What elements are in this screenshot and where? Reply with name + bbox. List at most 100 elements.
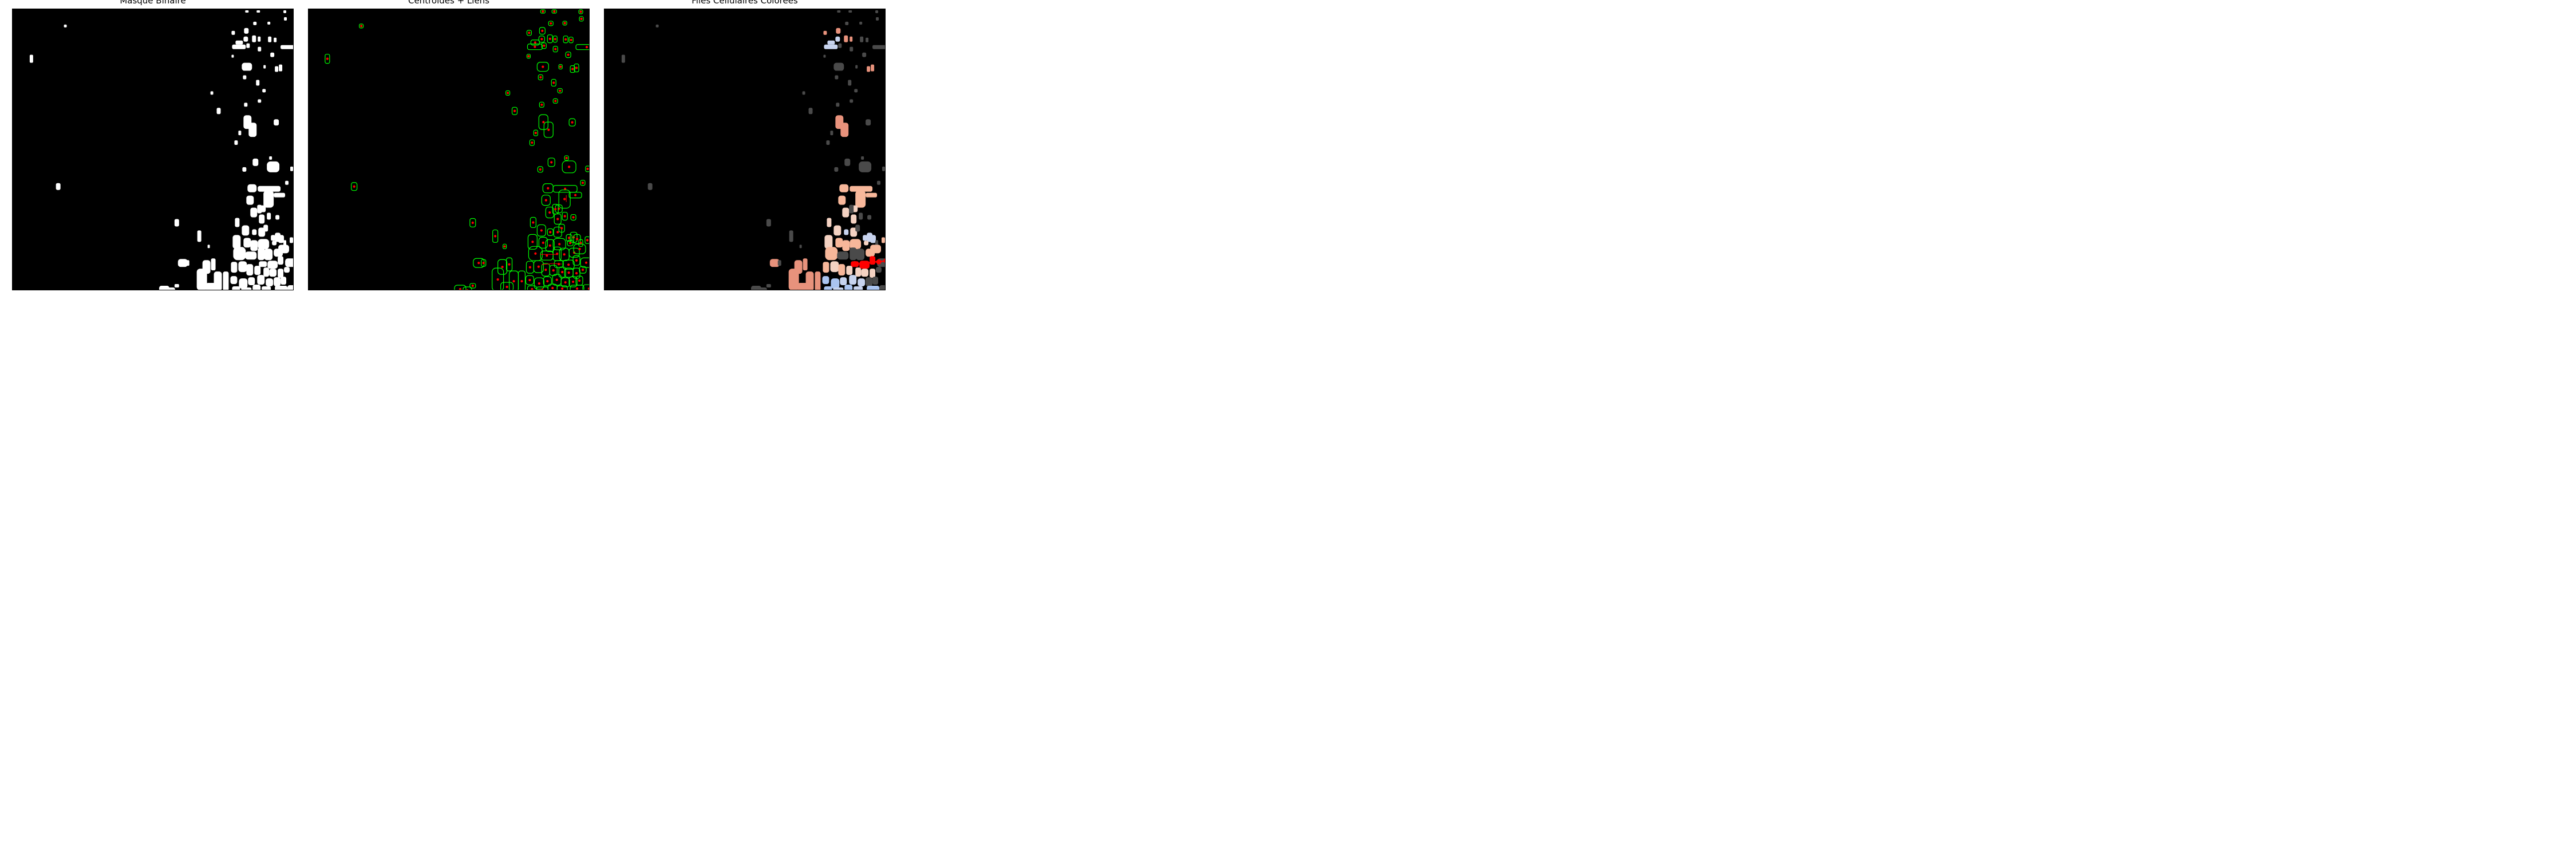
cell-centroid — [587, 287, 589, 290]
cell-centroid — [559, 89, 562, 92]
mask-cell — [287, 285, 293, 290]
cell-contour — [469, 218, 476, 228]
cell-contour — [517, 270, 526, 290]
cell-centroid — [567, 53, 570, 56]
cell-contour — [529, 139, 535, 146]
cell-contour — [500, 282, 514, 290]
file-cell — [797, 283, 809, 290]
mask-cell — [280, 45, 293, 49]
centroid-link — [552, 263, 562, 265]
unassigned-cell — [759, 287, 767, 290]
mask-cell — [231, 54, 234, 58]
cell-centroid — [568, 166, 571, 168]
cell-centroid — [501, 266, 504, 269]
cell-contour — [511, 107, 518, 115]
cell-centroid — [482, 262, 485, 265]
cell-contour — [570, 214, 576, 221]
file-node — [876, 259, 882, 265]
centroids-links-image — [308, 9, 590, 290]
unassigned-cell — [876, 267, 882, 273]
cell-centroid — [494, 235, 497, 238]
cell-centroid — [553, 10, 556, 13]
cell-contour — [547, 157, 555, 167]
cell-contour — [554, 213, 562, 225]
unassigned-cell — [872, 45, 885, 49]
unassigned-cell — [862, 52, 867, 57]
cell-centroid — [542, 241, 544, 244]
cell-centroid — [575, 272, 578, 275]
file-cell — [871, 64, 875, 72]
cell-contour — [538, 74, 543, 81]
cell-contour — [505, 90, 511, 96]
mask-cell — [290, 166, 293, 171]
cell-centroid — [548, 37, 551, 40]
mask-cell — [271, 235, 276, 241]
mask-cell — [268, 36, 272, 42]
cell-centroid — [556, 218, 559, 220]
cell-centroid — [586, 167, 589, 170]
mask-cell — [216, 108, 221, 115]
mask-cell — [264, 249, 273, 261]
cell-centroid — [561, 287, 564, 290]
panel-title: Files Cellulaires Colorées — [692, 0, 798, 6]
file-cell — [824, 44, 838, 49]
mask-cell — [174, 284, 179, 288]
cell-contour — [584, 236, 589, 244]
cell-contour — [454, 285, 467, 290]
unassigned-cell — [866, 37, 869, 42]
binary-mask-image — [12, 9, 294, 290]
cell-contour — [562, 211, 568, 221]
unassigned-cell — [859, 21, 863, 25]
mask-cell — [274, 37, 277, 42]
cell-contour — [481, 259, 487, 267]
cell-centroid — [579, 10, 582, 13]
mask-cell — [278, 256, 284, 265]
mask-cell — [177, 259, 188, 267]
panel-centroids-links: Centroïdes + Liens — [308, 0, 590, 299]
cell-centroid — [528, 31, 531, 34]
cell-contour — [568, 276, 578, 287]
file-cell — [803, 258, 808, 271]
cell-centroid — [353, 185, 355, 188]
mask-cell — [238, 131, 242, 136]
mask-cell — [267, 212, 271, 220]
cell-centroid — [560, 227, 563, 230]
cell-contour — [547, 34, 553, 44]
cell-contour — [566, 234, 572, 242]
unassigned-cell — [867, 215, 872, 220]
mask-cell — [258, 227, 266, 237]
cell-centroid — [513, 109, 516, 112]
cell-centroid — [360, 25, 363, 27]
cell-centroid — [548, 211, 551, 214]
mask-cell — [231, 30, 235, 35]
cell-contour — [545, 239, 555, 252]
cell-centroid — [520, 279, 523, 283]
cell-centroid — [585, 46, 588, 49]
mask-cell — [263, 267, 270, 277]
cell-centroid — [547, 187, 550, 190]
cell-contour — [572, 267, 580, 279]
cell-contour — [545, 206, 554, 219]
file-cell — [850, 186, 873, 192]
cell-centroid — [542, 65, 544, 68]
file-node — [883, 258, 885, 263]
mask-cell — [258, 99, 262, 103]
cell-centroid — [528, 266, 532, 269]
cell-centroid — [541, 29, 544, 32]
mask-cell — [270, 52, 275, 57]
mask-cell — [247, 184, 257, 192]
file-cell — [850, 36, 853, 42]
cell-centroid — [531, 287, 534, 290]
file-cell — [831, 278, 840, 289]
panel-colored-files: Files Cellulaires Colorées — [604, 0, 886, 299]
mask-cell — [257, 204, 262, 214]
mask-cell — [275, 286, 288, 290]
unassigned-cell — [830, 131, 833, 136]
unassigned-cell — [766, 284, 771, 288]
cell-contour — [580, 180, 586, 186]
unassigned-cell — [861, 156, 864, 160]
file-cell — [835, 238, 843, 248]
mask-cell — [262, 89, 266, 93]
cell-contour — [505, 257, 513, 271]
cell-centroid — [506, 92, 509, 94]
